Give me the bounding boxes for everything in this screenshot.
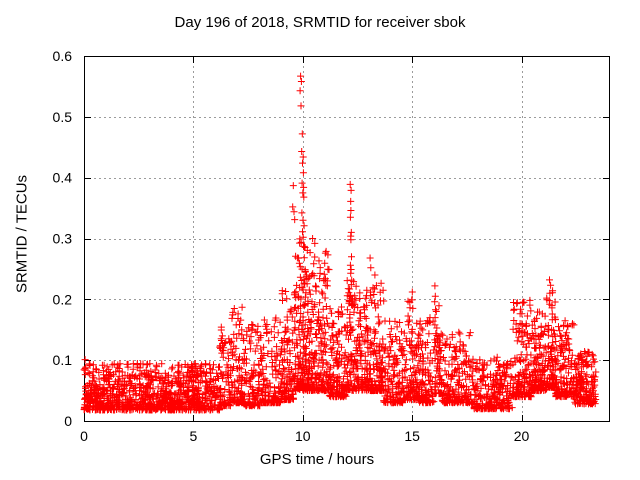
svg-text:0.2: 0.2	[53, 291, 73, 307]
axes	[84, 56, 610, 422]
svg-text:0.5: 0.5	[53, 109, 73, 125]
scatter-points	[80, 72, 600, 414]
svg-text:0.3: 0.3	[53, 231, 73, 247]
x-axis-label: GPS time / hours	[259, 451, 375, 468]
svg-text:0.6: 0.6	[53, 48, 73, 64]
svg-text:0: 0	[64, 413, 72, 429]
gridlines	[84, 56, 609, 421]
svg-text:15: 15	[404, 428, 420, 444]
svg-text:10: 10	[295, 428, 311, 444]
tick-labels: 0 5 10 15 20 0 0.1 0.2 0.3 0.4 0.5 0.6	[53, 48, 530, 444]
svg-text:5: 5	[189, 428, 197, 444]
svg-text:0.4: 0.4	[53, 170, 73, 186]
svg-text:0.1: 0.1	[53, 352, 73, 368]
svg-text:0: 0	[80, 428, 88, 444]
chart-title: Day 196 of 2018, SRMTID for receiver sbo…	[174, 14, 466, 31]
svg-text:20: 20	[514, 428, 530, 444]
